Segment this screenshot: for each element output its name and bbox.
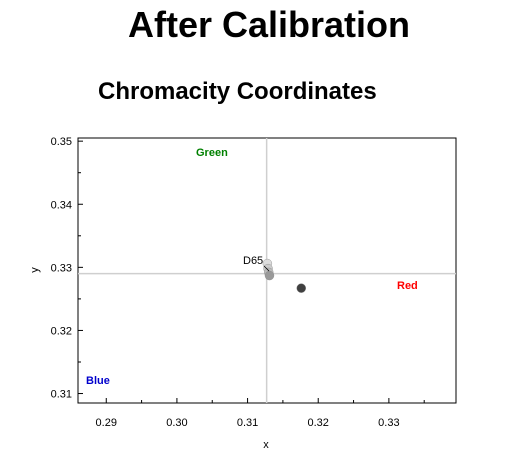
y-tick-label: 0.35 bbox=[51, 136, 72, 148]
d65-label: D65 bbox=[243, 255, 263, 267]
y-tick-label: 0.31 bbox=[51, 389, 72, 401]
chart-title: Chromacity Coordinates bbox=[98, 78, 377, 105]
y-tick-label: 0.34 bbox=[51, 199, 72, 211]
y-axis-label: y bbox=[29, 267, 41, 273]
x-tick-label: 0.31 bbox=[237, 417, 258, 429]
x-tick-label: 0.29 bbox=[96, 417, 117, 429]
green-corner-label: Green bbox=[196, 147, 228, 159]
page-title: After Calibration bbox=[127, 4, 411, 45]
y-tick-label: 0.32 bbox=[51, 325, 72, 337]
data-point-4 bbox=[264, 270, 275, 281]
data-point-5 bbox=[296, 283, 306, 293]
y-tick-label: 0.33 bbox=[51, 262, 72, 274]
x-tick-label: 0.33 bbox=[378, 417, 399, 429]
blue-corner-label: Blue bbox=[86, 375, 110, 387]
x-tick-label: 0.32 bbox=[308, 417, 329, 429]
red-corner-label: Red bbox=[397, 280, 418, 292]
axis-ticks: 0.29 0.30 0.31 0.32 0.33 0.31 0.32 0.33 0.34 0.35 bbox=[51, 136, 425, 429]
data-points bbox=[262, 258, 306, 293]
x-tick-label: 0.30 bbox=[166, 417, 187, 429]
d65-leader bbox=[263, 265, 270, 272]
x-axis-label: x bbox=[263, 439, 269, 451]
